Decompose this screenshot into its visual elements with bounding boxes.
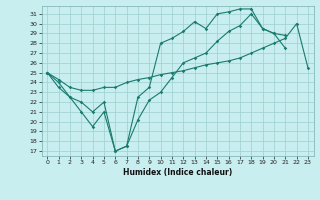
X-axis label: Humidex (Indice chaleur): Humidex (Indice chaleur) (123, 168, 232, 177)
